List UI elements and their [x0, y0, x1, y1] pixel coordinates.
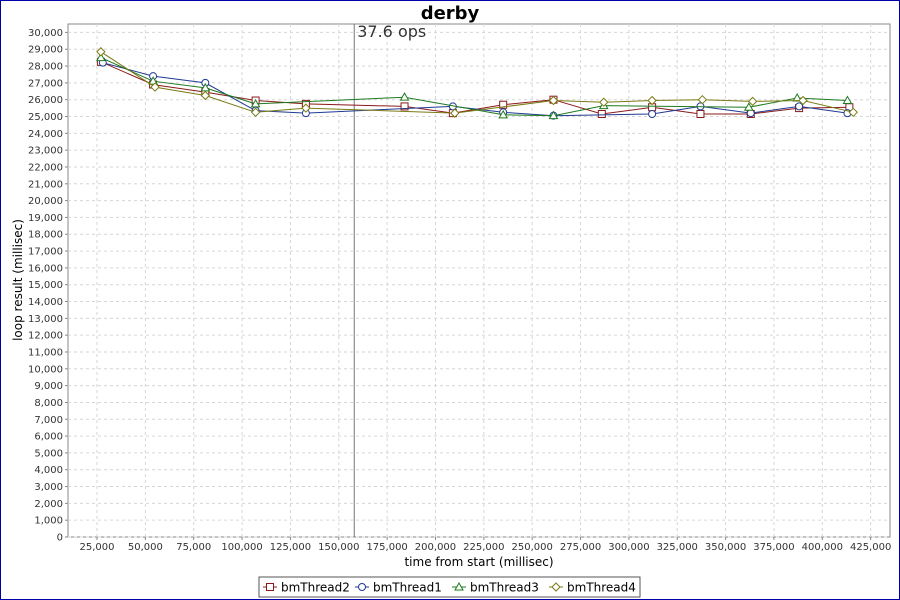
- y-tick-label: 24,000: [28, 129, 63, 140]
- y-tick-label: 3,000: [34, 482, 63, 493]
- data-point: [648, 109, 657, 118]
- x-tick-label: 425,000: [850, 542, 891, 553]
- y-tick-label: 5,000: [34, 448, 63, 459]
- y-tick-label: 19,000: [28, 213, 63, 224]
- x-tick-label: 300,000: [608, 542, 649, 553]
- y-tick-label: 28,000: [28, 62, 63, 73]
- data-point: [647, 95, 657, 106]
- y-tick-label: 13,000: [28, 314, 63, 325]
- data-point: [498, 109, 509, 119]
- x-tick-label: 225,000: [463, 542, 504, 553]
- y-tick-label: 8,000: [34, 398, 63, 409]
- x-tick-label: 350,000: [705, 542, 746, 553]
- y-tick-label: 25,000: [28, 112, 63, 123]
- y-tick-label: 4,000: [34, 465, 63, 476]
- data-point: [250, 107, 261, 118]
- y-tick-label: 2,000: [34, 499, 63, 510]
- data-point: [599, 97, 609, 107]
- y-tick-label: 26,000: [28, 95, 63, 106]
- legend-marker: [266, 583, 274, 591]
- x-tick-label: 125,000: [270, 542, 311, 553]
- series-bmThread4: [96, 47, 858, 118]
- y-tick-label: 27,000: [28, 78, 63, 89]
- data-point: [499, 100, 508, 109]
- y-tick-label: 23,000: [28, 146, 63, 157]
- data-point: [848, 107, 858, 118]
- y-tick-label: 10,000: [28, 364, 63, 375]
- x-tick-label: 50,000: [128, 542, 163, 553]
- annotation-label: 37.6 ops: [357, 22, 426, 41]
- data-point: [795, 102, 804, 111]
- data-point: [548, 110, 559, 120]
- y-tick-label: 16,000: [28, 263, 63, 274]
- y-tick-label: 20,000: [28, 196, 63, 207]
- x-tick-label: 150,000: [318, 542, 359, 553]
- data-point: [150, 82, 160, 92]
- y-tick-label: 11,000: [28, 347, 63, 358]
- axis-ticks: 0 1,000 2,000 3,000 4,000 5,000 6,000 7,000 8,00…: [28, 28, 891, 553]
- legend: bmThread2 bmThread1 bmThread3 bmThread4: [258, 576, 641, 598]
- x-tick-label: 25,000: [80, 542, 115, 553]
- y-tick-label: 14,000: [28, 297, 63, 308]
- x-tick-label: 200,000: [415, 542, 456, 553]
- y-tick-label: 6,000: [34, 432, 63, 443]
- x-tick-label: 100,000: [221, 542, 262, 553]
- y-axis-label: loop result (millisec): [11, 219, 25, 341]
- data-point: [399, 92, 410, 101]
- y-tick-label: 22,000: [28, 162, 63, 173]
- legend-label: bmThread2: [281, 581, 350, 595]
- y-tick-label: 29,000: [28, 45, 63, 56]
- series-bmThread3: [96, 52, 853, 120]
- data-point: [548, 95, 559, 106]
- x-tick-label: 375,000: [753, 542, 794, 553]
- data-point: [96, 52, 106, 62]
- y-tick-label: 0: [57, 533, 63, 544]
- data-point: [743, 102, 754, 111]
- x-tick-label: 250,000: [512, 542, 553, 553]
- y-tick-label: 18,000: [28, 230, 63, 241]
- x-tick-label: 400,000: [802, 542, 843, 553]
- y-tick-label: 15,000: [28, 280, 63, 291]
- chart-title: derby: [421, 3, 480, 24]
- x-tick-label: 275,000: [560, 542, 601, 553]
- data-point: [301, 103, 311, 113]
- data-point: [842, 95, 853, 105]
- x-tick-label: 175,000: [366, 542, 407, 553]
- y-tick-label: 7,000: [34, 415, 63, 426]
- data-point: [400, 102, 409, 111]
- data-point: [747, 96, 758, 107]
- legend-label: bmThread1: [373, 581, 442, 595]
- legend-marker: [454, 581, 464, 591]
- x-tick-label: 75,000: [176, 542, 211, 553]
- y-tick-label: 9,000: [34, 381, 63, 392]
- data-point: [696, 109, 705, 118]
- y-tick-label: 1,000: [34, 516, 63, 527]
- data-point: [798, 95, 808, 106]
- x-axis-label: time from start (millisec): [404, 555, 553, 569]
- data-point: [597, 109, 606, 118]
- legend-box: [258, 576, 641, 598]
- legend-marker: [358, 583, 366, 591]
- y-tick-label: 21,000: [28, 179, 63, 190]
- data-point: [96, 47, 106, 57]
- y-tick-label: 30,000: [28, 28, 63, 39]
- data-point: [697, 94, 708, 105]
- data-point: [450, 108, 460, 118]
- y-tick-label: 17,000: [28, 247, 63, 258]
- data-point: [200, 90, 211, 101]
- data-point: [250, 98, 261, 108]
- legend-label: bmThread4: [567, 581, 636, 595]
- legend-marker: [551, 582, 561, 592]
- y-tick-label: 12,000: [28, 331, 63, 342]
- series-layer: [96, 47, 858, 120]
- legend-label: bmThread3: [470, 581, 539, 595]
- x-tick-label: 325,000: [657, 542, 698, 553]
